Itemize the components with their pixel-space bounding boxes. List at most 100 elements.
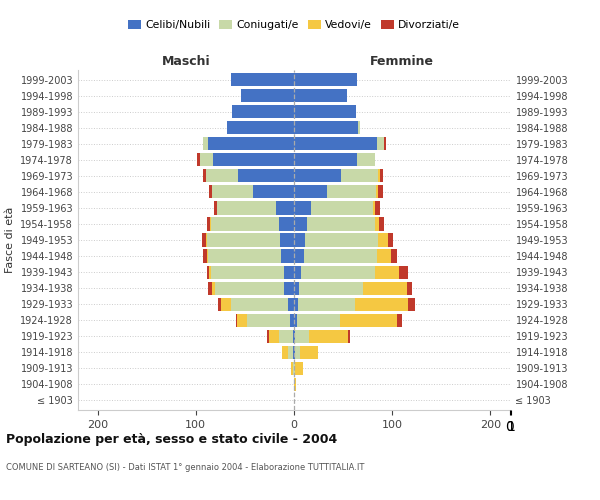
Bar <box>253 186 294 198</box>
Bar <box>379 218 385 230</box>
Bar <box>290 314 294 327</box>
Bar <box>298 298 355 310</box>
Bar <box>212 186 253 198</box>
Bar <box>377 250 391 262</box>
Bar <box>376 202 380 214</box>
Bar <box>374 266 399 278</box>
Bar <box>212 282 215 294</box>
Bar <box>379 170 380 182</box>
Bar <box>237 314 247 327</box>
Bar <box>218 298 221 310</box>
Bar <box>294 105 356 118</box>
Bar <box>328 186 376 198</box>
Bar <box>209 218 211 230</box>
Bar <box>209 266 211 278</box>
Bar <box>294 346 295 359</box>
Bar <box>206 170 238 182</box>
Bar <box>305 234 379 246</box>
Bar <box>399 266 408 278</box>
Bar <box>348 330 350 343</box>
Bar <box>379 234 388 246</box>
Bar <box>294 330 295 343</box>
Bar <box>297 314 340 327</box>
Bar <box>294 234 305 246</box>
Bar <box>294 186 328 198</box>
Bar <box>211 266 284 278</box>
Bar <box>221 298 231 310</box>
Bar <box>206 250 208 262</box>
Bar <box>214 202 217 214</box>
Bar <box>203 250 206 262</box>
Bar <box>206 218 209 230</box>
Bar <box>206 234 280 246</box>
Bar <box>294 298 298 310</box>
Bar <box>357 153 374 166</box>
Bar <box>294 73 357 86</box>
Bar <box>294 137 377 150</box>
Bar <box>385 137 386 150</box>
Bar <box>293 346 294 359</box>
Bar <box>293 362 294 375</box>
Bar <box>215 282 284 294</box>
Bar <box>355 298 408 310</box>
Bar <box>294 153 357 166</box>
Bar <box>309 330 348 343</box>
Legend: Celibi/Nubili, Coniugati/e, Vedovi/e, Divorziati/e: Celibi/Nubili, Coniugati/e, Vedovi/e, Di… <box>124 16 464 34</box>
Bar <box>391 250 397 262</box>
Bar <box>231 73 294 86</box>
Text: Popolazione per età, sesso e stato civile - 2004: Popolazione per età, sesso e stato civil… <box>6 432 337 446</box>
Bar <box>203 137 208 150</box>
Bar <box>377 137 385 150</box>
Bar <box>281 250 294 262</box>
Bar <box>376 218 379 230</box>
Bar <box>380 170 383 182</box>
Bar <box>294 250 304 262</box>
Text: COMUNE DI SARTEANO (SI) - Dati ISTAT 1° gennaio 2004 - Elaborazione TUTTITALIA.I: COMUNE DI SARTEANO (SI) - Dati ISTAT 1° … <box>6 462 364 471</box>
Text: Femmine: Femmine <box>370 56 434 68</box>
Bar <box>294 378 296 391</box>
Bar <box>376 186 379 198</box>
Bar <box>301 266 374 278</box>
Bar <box>340 314 397 327</box>
Bar <box>300 346 317 359</box>
Bar <box>208 137 294 150</box>
Bar <box>277 202 294 214</box>
Bar <box>363 282 407 294</box>
Bar <box>238 170 294 182</box>
Bar <box>282 346 288 359</box>
Bar <box>208 282 212 294</box>
Bar <box>294 121 358 134</box>
Bar <box>294 89 347 102</box>
Bar <box>295 330 309 343</box>
Bar <box>307 218 376 230</box>
Bar <box>284 282 294 294</box>
Bar <box>294 170 341 182</box>
Bar <box>408 298 415 310</box>
Y-axis label: Fasce di età: Fasce di età <box>5 207 15 273</box>
Bar <box>379 186 383 198</box>
Bar <box>294 282 299 294</box>
Bar <box>231 298 288 310</box>
Bar <box>268 330 269 343</box>
Bar <box>197 153 200 166</box>
Bar <box>202 234 206 246</box>
Bar <box>373 202 376 214</box>
Bar <box>295 362 303 375</box>
Bar <box>294 202 311 214</box>
Bar <box>227 121 294 134</box>
Bar <box>291 362 293 375</box>
Bar <box>206 266 209 278</box>
Bar <box>280 234 294 246</box>
Bar <box>295 346 300 359</box>
Bar <box>299 282 363 294</box>
Bar <box>209 186 212 198</box>
Bar <box>241 89 294 102</box>
Bar <box>294 266 301 278</box>
Bar <box>288 298 294 310</box>
Bar <box>214 153 294 166</box>
Bar <box>358 121 360 134</box>
Bar <box>288 346 293 359</box>
Bar <box>217 202 277 214</box>
Bar <box>232 105 294 118</box>
Text: Maschi: Maschi <box>161 56 211 68</box>
